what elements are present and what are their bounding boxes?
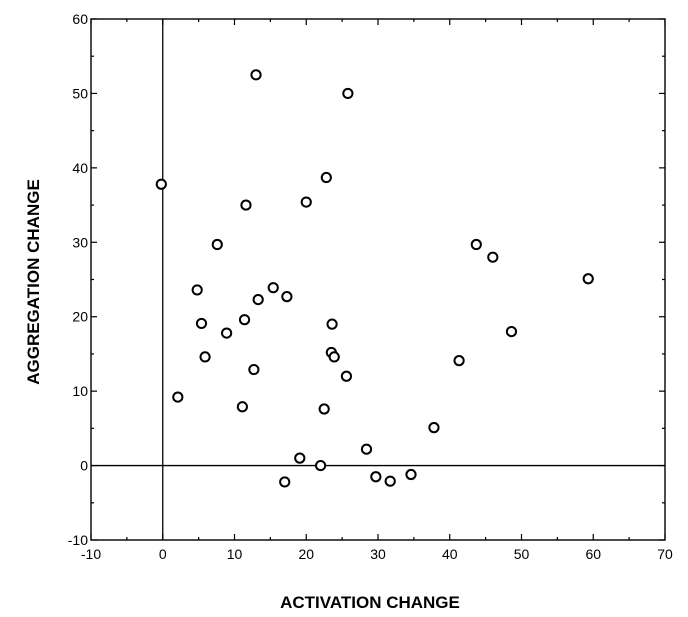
data-point bbox=[172, 391, 184, 403]
data-point bbox=[318, 403, 330, 415]
plot-frame bbox=[90, 18, 666, 541]
data-point bbox=[384, 475, 396, 487]
data-point bbox=[405, 468, 417, 481]
y-tick-label: 10 bbox=[72, 383, 88, 399]
data-point bbox=[248, 363, 260, 376]
data-point bbox=[155, 178, 167, 190]
data-point bbox=[453, 355, 465, 367]
data-point bbox=[487, 251, 499, 263]
x-axis-label: ACTIVATION CHANGE bbox=[280, 593, 460, 612]
y-axis-label: AGGREGATION CHANGE bbox=[24, 179, 43, 385]
data-point bbox=[199, 351, 211, 363]
x-tick-label: 60 bbox=[585, 546, 601, 562]
data-point bbox=[300, 196, 312, 208]
y-tick-label: 20 bbox=[72, 309, 88, 325]
data-point bbox=[250, 69, 262, 81]
data-point bbox=[240, 199, 252, 211]
data-point bbox=[281, 291, 293, 303]
data-point bbox=[328, 351, 340, 363]
y-tick-label: -10 bbox=[68, 532, 88, 548]
y-tick-label: 40 bbox=[72, 160, 88, 176]
y-tick-labels: -10 0 10 20 30 40 50 60 bbox=[68, 11, 88, 548]
data-point bbox=[342, 87, 354, 100]
y-tick-label: 0 bbox=[80, 458, 88, 474]
y-tick-label: 30 bbox=[72, 234, 88, 250]
x-tick-label: 20 bbox=[298, 546, 314, 562]
data-point bbox=[340, 370, 353, 382]
data-point bbox=[370, 471, 382, 483]
data-point bbox=[294, 452, 306, 464]
x-tick-label: 50 bbox=[514, 546, 530, 562]
data-point bbox=[252, 293, 264, 306]
x-tick-label: -10 bbox=[81, 546, 101, 562]
data-point bbox=[326, 318, 338, 330]
x-tick-label: 40 bbox=[442, 546, 458, 562]
data-point bbox=[267, 282, 279, 294]
y-tick-label: 50 bbox=[72, 85, 88, 101]
x-tick-labels: -10 0 10 20 30 40 50 60 70 bbox=[81, 546, 673, 562]
data-point bbox=[195, 317, 208, 330]
x-tick-label: 70 bbox=[657, 546, 673, 562]
data-points bbox=[155, 69, 594, 488]
data-point bbox=[315, 459, 327, 472]
data-point bbox=[191, 284, 203, 296]
data-point bbox=[236, 401, 248, 413]
data-point bbox=[320, 171, 332, 184]
data-point bbox=[505, 326, 518, 338]
y-tick-label: 60 bbox=[72, 11, 88, 27]
data-point bbox=[211, 238, 223, 251]
data-point bbox=[279, 476, 291, 488]
data-point bbox=[582, 273, 594, 285]
data-point bbox=[428, 422, 440, 434]
data-point bbox=[221, 327, 233, 339]
x-tick-label: 0 bbox=[159, 546, 167, 562]
data-point bbox=[238, 314, 251, 326]
data-point bbox=[360, 443, 373, 455]
x-tick-label: 10 bbox=[227, 546, 243, 562]
data-point bbox=[470, 238, 482, 251]
x-tick-label: 30 bbox=[370, 546, 386, 562]
axis-ticks bbox=[90, 18, 666, 541]
